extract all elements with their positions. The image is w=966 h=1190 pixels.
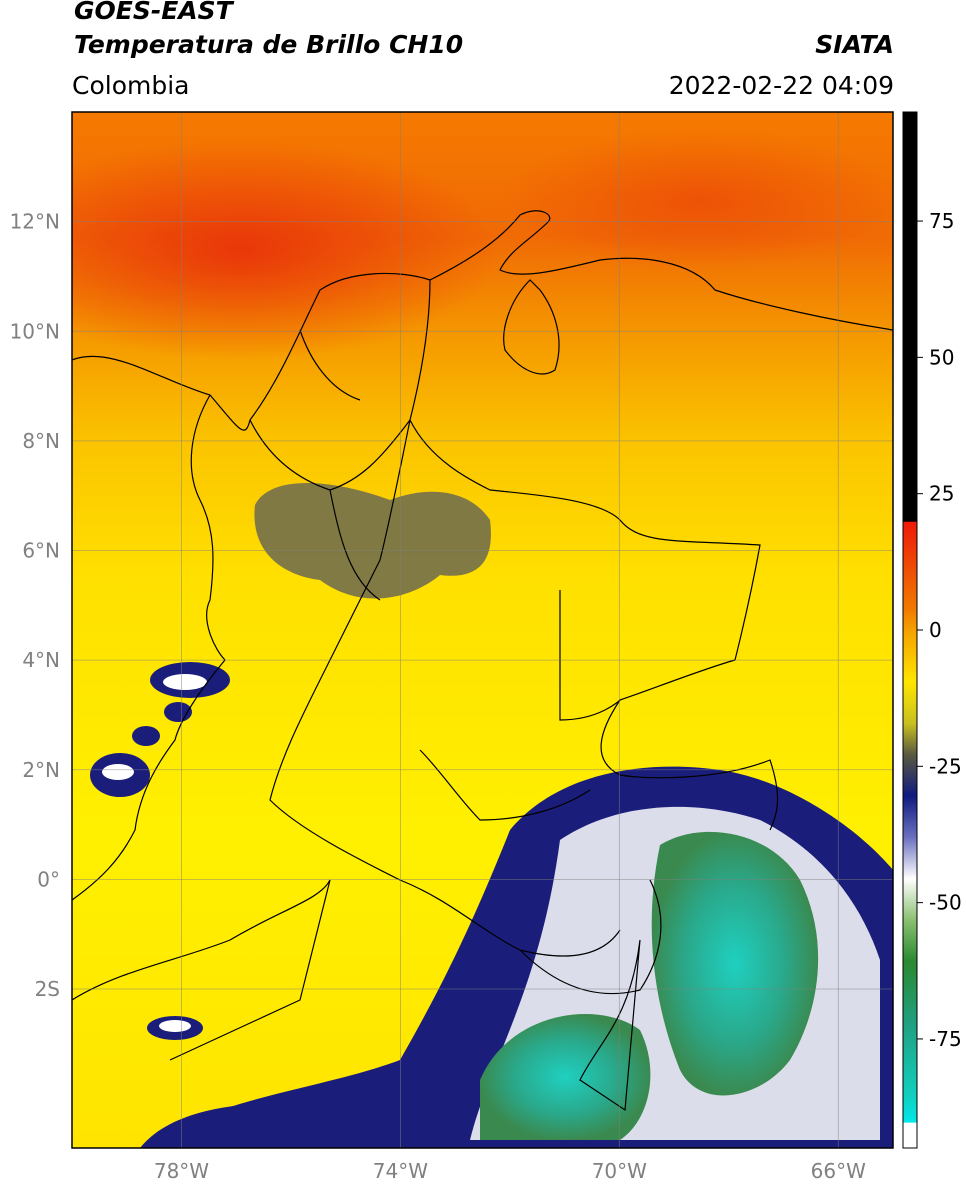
colorbar-tick-label: 50	[929, 345, 954, 369]
region-label: Colombia	[72, 71, 190, 100]
lat-tick-label: 4°N	[22, 648, 60, 672]
colorbar-tick-label: -50	[929, 891, 962, 915]
lat-tick-label: 2°N	[22, 758, 60, 782]
lon-tick-label: 74°W	[373, 1159, 428, 1183]
political-boundaries	[72, 210, 893, 1112]
graticule-grid	[72, 112, 893, 1148]
lat-tick-label: 2S	[35, 977, 60, 1001]
colorbar-ticks: 75 50 25 0 -25 -50 -75	[917, 209, 962, 1051]
datetime-label: 2022-02-22 04:09	[668, 71, 894, 100]
colorbar-tick-label: -25	[929, 754, 962, 778]
colorbar	[902, 111, 918, 1149]
map-frame	[71, 111, 894, 1149]
colorbar-tick-label: 25	[929, 482, 954, 506]
lat-tick-label: 8°N	[22, 429, 60, 453]
colorbar-tick-label: 75	[929, 209, 954, 233]
source-label: SIATA	[815, 30, 894, 59]
brightness-temperature-field	[72, 112, 893, 1148]
lat-tick-label: 10°N	[10, 319, 60, 343]
lon-tick-label: 78°W	[154, 1159, 209, 1183]
satellite-title: GOES-EAST	[74, 0, 233, 25]
longitude-labels: 78°W 74°W 70°W 66°W	[154, 1159, 866, 1183]
lon-tick-label: 66°W	[811, 1159, 866, 1183]
lat-tick-label: 0°	[37, 867, 60, 891]
lon-tick-label: 70°W	[592, 1159, 647, 1183]
colorbar-tick-label: 0	[929, 618, 942, 642]
lat-tick-label: 6°N	[22, 539, 60, 563]
product-title: Temperatura de Brillo CH10	[74, 30, 464, 59]
colorbar-tick-label: -75	[929, 1027, 962, 1051]
lat-tick-label: 12°N	[10, 210, 60, 234]
latitude-labels: 12°N 10°N 8°N 6°N 4°N 2°N 0° 2S	[10, 210, 60, 1001]
